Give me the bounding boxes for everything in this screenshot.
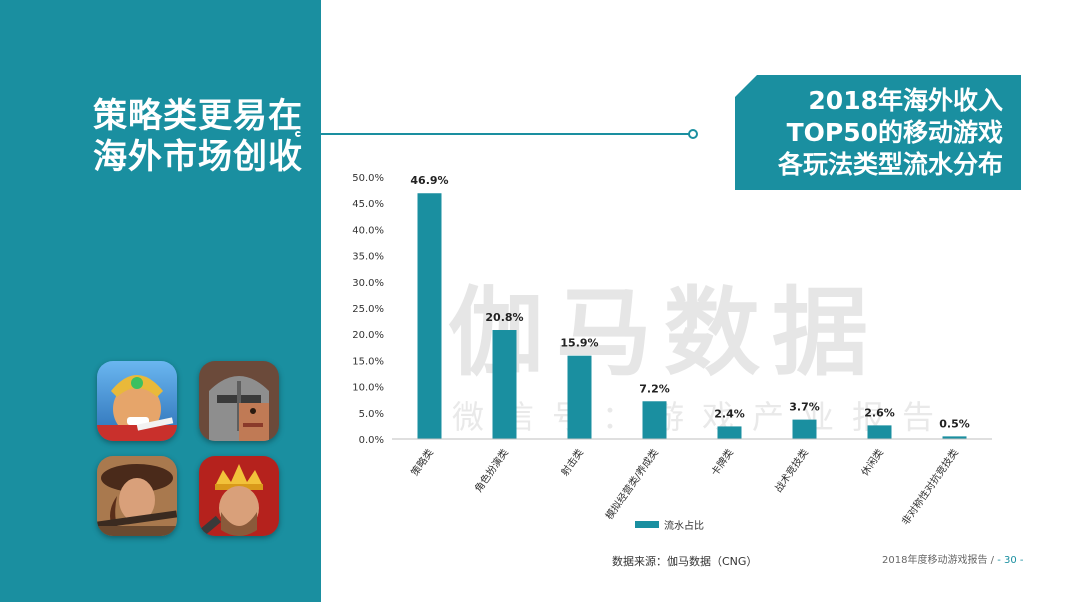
y-tick-label: 30.0%	[352, 278, 384, 289]
game-icon-2	[199, 361, 279, 441]
y-tick-label: 10.0%	[352, 383, 384, 394]
chart-title-box: 2018年海外收入 TOP50的移动游戏 各玩法类型流水分布	[735, 75, 1021, 190]
x-tick-label: 策略类	[408, 446, 436, 478]
legend-swatch	[635, 521, 659, 528]
chart-title-line-2: TOP50的移动游戏	[786, 118, 1003, 147]
legend: 流水占比	[635, 519, 704, 532]
x-axis: 策略类 角色扮演类 射击类 模拟经营类/养成类 卡牌类 战术竞技类 休闲类 非对称性对抗竞技类	[392, 438, 992, 527]
legend-label: 流水占比	[664, 519, 704, 532]
chart-title-line-3: 各玩法类型流水分布	[777, 150, 1003, 179]
connector-dot-right	[688, 129, 698, 139]
headline: 策略类更易在 海外市场创收	[93, 96, 303, 178]
bar	[567, 355, 592, 439]
data-label: 2.4%	[714, 407, 745, 420]
data-labels: 46.9% 20.8% 15.9% 7.2% 2.4% 3.7% 2.6% 0.5%	[410, 174, 969, 430]
y-tick-label: 50.0%	[352, 173, 384, 184]
bar	[942, 436, 967, 439]
headline-line-1: 策略类更易在	[93, 96, 303, 136]
x-tick-label: 战术竞技类	[772, 446, 811, 494]
bar	[867, 425, 892, 439]
source-text: 数据来源：伽马数据（CNG）	[612, 555, 758, 568]
chart-title-line-1: 2018年海外收入	[808, 86, 1003, 115]
data-label: 3.7%	[789, 401, 820, 414]
footer: 2018年度移动游戏报告 / - 30 -	[882, 551, 1024, 566]
connector-line	[297, 133, 695, 135]
headline-line-2: 海外市场创收	[93, 137, 303, 177]
x-tick-label: 非对称性对抗竞技类	[899, 446, 961, 527]
data-label: 20.8%	[485, 311, 523, 324]
game-icon-4	[199, 456, 279, 536]
y-tick-label: 45.0%	[352, 199, 384, 210]
data-label: 7.2%	[639, 382, 670, 395]
y-tick-label: 15.0%	[352, 356, 384, 367]
page-number: - 30 -	[997, 555, 1024, 566]
x-tick-label: 休闲类	[858, 446, 886, 478]
bar	[492, 330, 517, 439]
x-tick-label: 模拟经营类/养成类	[602, 446, 660, 522]
x-tick-label: 角色扮演类	[472, 446, 511, 494]
y-tick-label: 25.0%	[352, 304, 384, 315]
bar	[792, 419, 817, 439]
data-label: 0.5%	[939, 417, 970, 430]
data-label: 15.9%	[560, 337, 598, 350]
data-label: 46.9%	[410, 174, 448, 187]
bar	[642, 401, 667, 439]
bar	[417, 193, 442, 439]
game-icon-1	[97, 361, 177, 441]
y-tick-label: 35.0%	[352, 252, 384, 263]
footer-report: 2018年度移动游戏报告 /	[882, 555, 994, 566]
y-tick-label: 5.0%	[359, 409, 384, 420]
chart-title: 2018年海外收入 TOP50的移动游戏 各玩法类型流水分布	[778, 85, 1003, 181]
data-label: 2.6%	[864, 406, 895, 419]
x-tick-label: 射击类	[558, 446, 586, 478]
game-icon-3	[97, 456, 177, 536]
x-tick-label: 卡牌类	[708, 446, 736, 478]
y-tick-label: 40.0%	[352, 225, 384, 236]
bar	[717, 426, 742, 439]
left-panel	[0, 0, 321, 602]
y-axis: 0.0% 5.0% 10.0% 15.0% 20.0% 25.0% 30.0% 35.0% 40…	[352, 173, 384, 446]
y-tick-label: 20.0%	[352, 330, 384, 341]
bars	[417, 193, 967, 439]
y-tick-label: 0.0%	[359, 435, 384, 446]
title-box-notch	[735, 75, 757, 97]
